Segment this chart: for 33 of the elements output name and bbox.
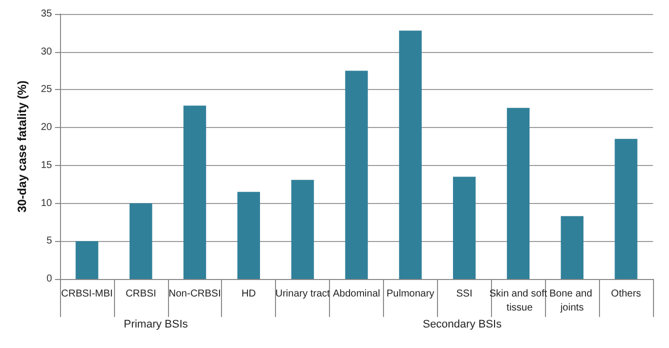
bar [237, 192, 260, 279]
bar [560, 216, 584, 279]
x-tick-label: Abdominal [332, 288, 380, 300]
bar [506, 108, 530, 279]
y-axis-title: 30-day case fatality (%) [15, 80, 29, 213]
y-tick-label: 35 [40, 8, 52, 20]
y-tick-label: 30 [40, 46, 52, 58]
y-tick-label: 20 [40, 122, 52, 134]
bar [345, 70, 368, 279]
x-tick-label: Non-CRBSI [168, 288, 221, 300]
x-tick-label: HD [241, 288, 256, 300]
x-tick-label: SSI [456, 288, 472, 300]
y-tick-label: 10 [40, 198, 52, 209]
x-tick-label: Others [611, 288, 642, 300]
y-tick-label: 0 [46, 274, 52, 284]
bar [291, 180, 314, 279]
text: Primary BSIs [124, 318, 188, 330]
x-tick-label: Urinary tract [275, 288, 330, 300]
x-tick-label: Bone and joints [549, 288, 595, 314]
bar [183, 106, 206, 279]
x-tick-label: Pulmonary [386, 288, 434, 300]
y-tick-label: 5 [46, 236, 52, 247]
y-tick-label: 15 [40, 160, 52, 171]
bar [130, 203, 152, 279]
bar [452, 176, 476, 279]
x-tick-label: CRBSI [126, 288, 156, 300]
y-tick-label: 25 [40, 84, 52, 96]
bar [614, 138, 638, 279]
x-tick-label: CRBSI-MBI [61, 288, 113, 300]
text: Secondary BSIs [422, 318, 502, 330]
bar [76, 241, 98, 279]
bar [399, 30, 422, 279]
x-tick-label: Skin and soft tissue [489, 288, 548, 314]
